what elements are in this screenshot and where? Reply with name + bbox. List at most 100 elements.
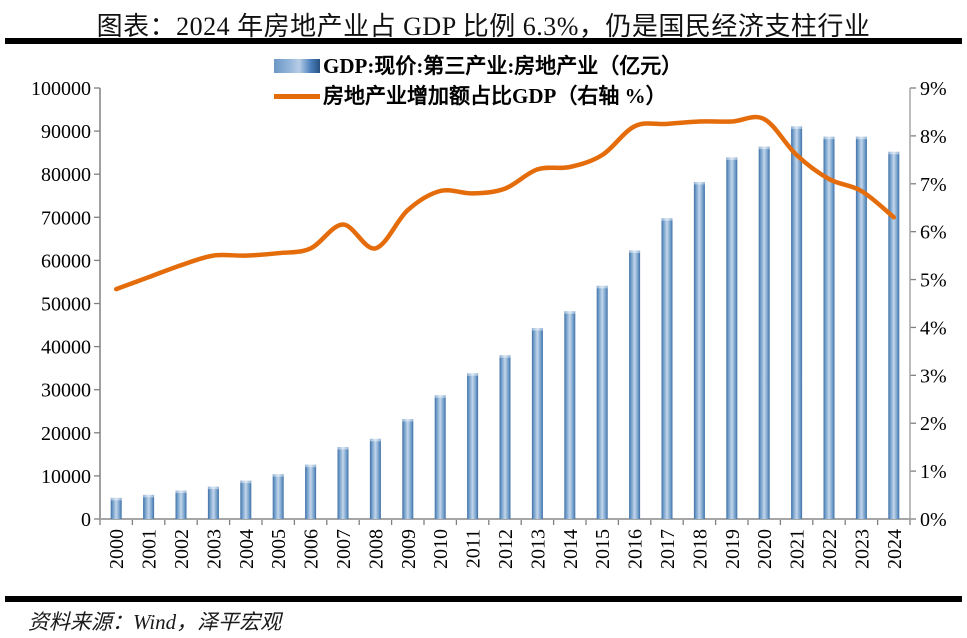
right-axis-tick-label: 0% xyxy=(920,509,947,531)
bar-2010 xyxy=(434,395,446,519)
bar-2012 xyxy=(499,355,511,519)
right-axis-tick-label: 1% xyxy=(920,461,947,483)
axes: 0 10000 20000 30000 40000 50000 60000 70000 8000… xyxy=(31,78,947,531)
left-axis-tick-label: 20000 xyxy=(41,423,91,445)
x-axis-label-2015: 2015 xyxy=(592,529,614,569)
right-axis-tick-label: 4% xyxy=(920,317,947,339)
bar-cap-2008 xyxy=(369,438,381,442)
legend-bar-swatch-icon xyxy=(274,59,320,73)
bar-cap-2012 xyxy=(499,355,511,358)
bar-2023 xyxy=(855,136,867,519)
x-axis-label-2017: 2017 xyxy=(657,529,679,569)
ratio-line xyxy=(113,114,897,292)
left-axis: 0 10000 20000 30000 40000 50000 60000 70000 8000… xyxy=(31,78,100,531)
right-axis-tick-label: 6% xyxy=(920,222,947,244)
left-axis-tick-label: 100000 xyxy=(31,78,91,100)
bar-2024 xyxy=(888,151,900,519)
bar-cap-2002 xyxy=(175,490,187,494)
x-axis-label-2024: 2024 xyxy=(884,529,906,569)
x-axis-label-2013: 2013 xyxy=(527,529,549,569)
bar-cap-2022 xyxy=(823,136,835,140)
x-axis-label-2021: 2021 xyxy=(787,529,809,569)
bar-cap-2000 xyxy=(110,497,122,501)
bar-series xyxy=(110,126,900,520)
bar-2017 xyxy=(661,218,673,520)
bar-2018 xyxy=(693,181,705,519)
legend: GDP:现价:第三产业:房地产业（亿元） 房地产业增加额占比GDP（右轴 %） xyxy=(274,53,682,109)
bar-cap-2006 xyxy=(305,464,317,468)
x-axis-label-2016: 2016 xyxy=(625,529,647,569)
left-axis-tick-label: 0 xyxy=(81,509,91,531)
right-axis-tick-label: 3% xyxy=(920,365,947,387)
left-axis-tick-label: 70000 xyxy=(41,207,91,229)
bar-cap-2009 xyxy=(402,419,414,422)
x-axis-label-2023: 2023 xyxy=(851,529,873,569)
bar-cap-2014 xyxy=(564,311,576,314)
left-axis-tick-label: 50000 xyxy=(41,294,91,316)
x-axis-label-2012: 2012 xyxy=(495,529,517,569)
bar-2002 xyxy=(175,490,187,519)
bar-2011 xyxy=(467,373,479,519)
legend-line-swatch-icon xyxy=(274,93,320,99)
x-axis-label-2009: 2009 xyxy=(398,529,420,569)
left-axis-tick-label: 90000 xyxy=(41,121,91,143)
bar-cap-2023 xyxy=(855,136,867,140)
x-axis-label-2007: 2007 xyxy=(333,529,355,569)
x-axis-label-2000: 2000 xyxy=(106,529,128,569)
bar-2008 xyxy=(369,438,381,519)
bar-2003 xyxy=(207,486,219,519)
bar-cap-2011 xyxy=(467,373,479,376)
x-axis-label-2006: 2006 xyxy=(301,529,323,569)
bar-2007 xyxy=(337,447,349,519)
legend-line-label: 房地产业增加额占比GDP（右轴 %） xyxy=(323,84,667,108)
x-axis-label-2005: 2005 xyxy=(268,529,290,569)
bar-cap-2010 xyxy=(434,395,446,398)
legend-row-bar: GDP:现价:第三产业:房地产业（亿元） xyxy=(274,53,682,79)
bar-cap-2017 xyxy=(661,218,673,221)
bar-2006 xyxy=(305,464,317,519)
bar-2016 xyxy=(629,250,641,519)
legend-row-line: 房地产业增加额占比GDP（右轴 %） xyxy=(274,83,682,109)
x-axis-label-2004: 2004 xyxy=(236,529,258,569)
bottom-rule xyxy=(5,596,962,602)
bar-cap-2021 xyxy=(791,126,803,129)
bar-cap-2013 xyxy=(531,328,543,331)
bar-cap-2001 xyxy=(143,494,155,498)
right-axis: 0% 1% 2% 3% 4% 5% 6% 7% 8% 9% xyxy=(910,78,947,531)
bar-2000 xyxy=(110,497,122,519)
bar-2001 xyxy=(143,494,155,519)
bar-2019 xyxy=(726,157,738,520)
bar-2015 xyxy=(596,285,608,519)
bar-2004 xyxy=(240,480,252,519)
bar-cap-2018 xyxy=(693,181,705,185)
x-axis-label-2010: 2010 xyxy=(430,529,452,569)
right-axis-tick-label: 5% xyxy=(920,270,947,292)
left-axis-tick-label: 40000 xyxy=(41,337,91,359)
source-note: 资料来源：Wind，泽平宏观 xyxy=(28,610,282,634)
bar-cap-2019 xyxy=(726,157,738,160)
right-axis-tick-label: 7% xyxy=(920,174,947,196)
x-axis-labels: 2000 2001 2002 2003 2004 2005 2006 2007 2008 2009… xyxy=(106,529,906,569)
bar-cap-2020 xyxy=(758,146,770,150)
page-title: 图表：2024 年房地产业占 GDP 比例 6.3%，仍是国民经济支柱行业 xyxy=(96,12,871,41)
left-axis-tick-label: 30000 xyxy=(41,380,91,402)
bar-cap-2003 xyxy=(207,486,219,490)
x-axis-label-2011: 2011 xyxy=(463,529,485,568)
bar-2020 xyxy=(758,146,770,519)
right-axis-tick-label: 8% xyxy=(920,126,947,148)
bar-cap-2024 xyxy=(888,151,900,155)
bar-2022 xyxy=(823,136,835,519)
bar-cap-2016 xyxy=(629,250,641,253)
x-axis-label-2001: 2001 xyxy=(139,529,161,569)
right-axis-tick-label: 9% xyxy=(920,78,947,100)
x-axis-label-2002: 2002 xyxy=(171,529,193,569)
x-axis-label-2020: 2020 xyxy=(754,529,776,569)
right-axis-tick-label: 2% xyxy=(920,413,947,435)
x-axis-label-2008: 2008 xyxy=(365,529,387,569)
x-axis-label-2019: 2019 xyxy=(722,529,744,569)
bar-cap-2015 xyxy=(596,285,608,289)
left-axis-tick-label: 10000 xyxy=(41,466,91,488)
bar-2021 xyxy=(791,126,803,519)
